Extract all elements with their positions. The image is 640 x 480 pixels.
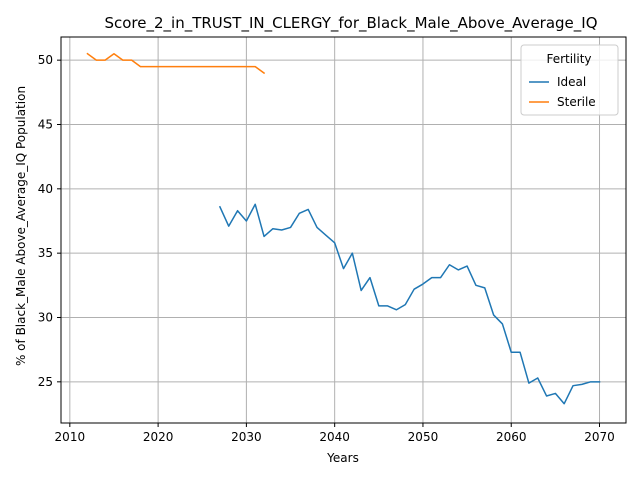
series-line-sterile [86,52,266,75]
y-tick-label: 40 [38,182,53,196]
x-tick-label: 2040 [319,430,350,444]
y-tick-label: 35 [38,246,53,260]
legend: Fertility Ideal Sterile [520,44,619,116]
chart-title: Score_2_in_TRUST_IN_CLERGY_for_Black_Mal… [104,14,597,33]
legend-entry-ideal: Ideal [557,75,586,89]
y-tick-label: 25 [38,375,53,389]
x-tick-label: 2060 [496,430,527,444]
series-line-ideal [218,203,601,405]
series-layer [86,52,601,405]
x-tick-label: 2030 [231,430,262,444]
legend-box [520,44,619,116]
y-tick-label: 45 [38,117,53,131]
plot-area-frame [60,36,627,424]
x-tick-label: 2020 [143,430,174,444]
x-tick-label: 2050 [408,430,439,444]
legend-title: Fertility [546,52,591,66]
x-tick-label: 2010 [55,430,86,444]
y-axis-label: % of Black_Male Above_Average_IQ Populat… [14,86,28,366]
x-tick-label: 2070 [584,430,615,444]
axis-ticks: 2010 2020 2030 2040 2050 2060 2070 25 30 35 40 45 50 [38,53,615,444]
legend-entry-sterile: Sterile [557,95,596,109]
y-tick-label: 30 [38,310,53,324]
x-axis-label: Years [326,451,359,465]
y-tick-label: 50 [38,53,53,67]
